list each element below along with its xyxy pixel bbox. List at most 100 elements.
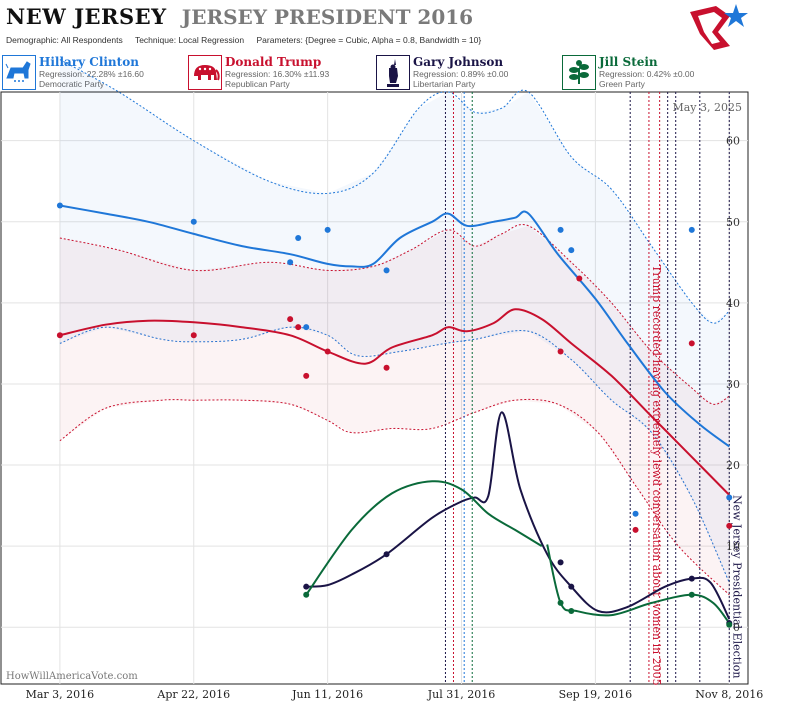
- technique-label: Technique:: [134, 35, 177, 45]
- poll-point: [576, 275, 583, 282]
- poll-point: [557, 599, 564, 606]
- legend-name: Jill Stein: [599, 55, 658, 69]
- poll-point: [383, 364, 390, 371]
- confidence-bands: [59, 59, 730, 596]
- legend-party: Democratic Party: [39, 79, 105, 89]
- y-tick-label: 40: [726, 297, 740, 310]
- legend-regression: Regression: 16.30% ±11.93: [225, 69, 330, 79]
- regression-lines: [59, 204, 731, 624]
- y-tick-label: 60: [726, 135, 740, 148]
- donkey-icon: [2, 55, 36, 90]
- poll-point: [688, 591, 695, 598]
- state-title: NEW JERSEY: [6, 4, 167, 29]
- regression-line: [305, 480, 543, 596]
- y-tick-label: 30: [726, 378, 740, 391]
- plant-icon: [562, 55, 596, 90]
- technique-info: Technique: Local Regression: [135, 35, 244, 45]
- x-tick-label: Jun 11, 2016: [291, 688, 363, 701]
- poll-point: [324, 348, 331, 355]
- legend-regression: Regression: 0.42% ±0.00: [599, 69, 695, 79]
- technique-value: Local Regression: [178, 35, 245, 45]
- poll-point: [557, 226, 564, 233]
- band-lower-line: [59, 398, 730, 596]
- parameters-row: Demographic: All Respondents Technique: …: [6, 35, 491, 45]
- poll-point: [688, 575, 695, 582]
- y-tick-label: 20: [726, 459, 740, 472]
- poll-point: [56, 332, 63, 339]
- poll-point: [190, 218, 197, 225]
- legend-trump[interactable]: Donald Trump Regression: 16.30% ±11.93 R…: [188, 55, 368, 91]
- x-tick-label: Sep 19, 2016: [559, 688, 633, 701]
- legend-stein[interactable]: Jill Stein Regression: 0.42% ±0.00 Green…: [562, 55, 742, 91]
- regression-line: [59, 204, 730, 448]
- poll-point: [726, 621, 733, 628]
- poll-point: [295, 234, 302, 241]
- parameters-value: {Degree = Cubic, Alpha = 0.8, Bandwidth …: [305, 35, 482, 45]
- regression-line: [59, 308, 731, 496]
- legend-name: Donald Trump: [225, 55, 322, 69]
- poll-point: [287, 316, 294, 323]
- poll-point: [726, 522, 733, 529]
- poll-point: [632, 510, 639, 517]
- legend-regression: Regression: 0.89% ±0.00: [413, 69, 509, 79]
- poll-point: [324, 226, 331, 233]
- demographic-value: All Respondents: [60, 35, 123, 45]
- axes: 0 10 20 30 40 50 60 Mar 3, 2016 Apr 22, 2016 Jun …: [26, 135, 764, 701]
- poll-point: [303, 372, 310, 379]
- plot-area: [0, 91, 749, 685]
- poll-point: [295, 324, 302, 331]
- poll-point: [190, 332, 197, 339]
- band-upper-line: [59, 59, 730, 324]
- poll-point: [632, 526, 639, 533]
- date-stamp: May 3, 2025: [672, 101, 742, 114]
- poll-point: [688, 226, 695, 233]
- poll-point: [383, 267, 390, 274]
- legend-name: Hillary Clinton: [39, 55, 139, 69]
- event-label: New Jersey Presidential Election: [730, 495, 743, 678]
- demographic-info: Demographic: All Respondents: [6, 35, 123, 45]
- race-title: JERSEY PRESIDENT 2016: [181, 5, 474, 29]
- x-tick-label: Nov 8, 2016: [695, 688, 763, 701]
- y-tick-label: 10: [726, 540, 740, 553]
- demographic-label: Demographic:: [6, 35, 59, 45]
- poll-point: [688, 340, 695, 347]
- event-lines: Trump recorded having extremely lewd con…: [444, 92, 743, 686]
- legend-regression: Regression: 22.28% ±16.60: [39, 69, 144, 79]
- x-tick-label: Apr 22, 2016: [156, 688, 230, 701]
- poll-point: [303, 591, 310, 598]
- confidence-band: [59, 225, 730, 595]
- confidence-band: [59, 59, 730, 583]
- poll-point: [383, 551, 390, 558]
- elephant-icon: [188, 55, 222, 90]
- x-tick-label: Jul 31, 2016: [427, 688, 496, 701]
- poll-point: [303, 583, 310, 590]
- poll-point: [568, 583, 575, 590]
- band-upper-line: [59, 224, 730, 405]
- y-tick-label: 50: [726, 216, 740, 229]
- poll-point: [568, 247, 575, 254]
- legend-party: Green Party: [599, 79, 645, 89]
- statue-of-liberty-icon: [376, 55, 410, 90]
- poll-point: [287, 259, 294, 266]
- parameters-info: Parameters: {Degree = Cubic, Alpha = 0.8…: [257, 35, 482, 45]
- poll-points: [56, 202, 733, 628]
- parameters-label: Parameters:: [256, 35, 303, 45]
- poll-point: [303, 324, 310, 331]
- event-label: Trump recorded having extremely lewd con…: [650, 265, 663, 686]
- band-lower-line: [59, 326, 730, 583]
- poll-point: [56, 202, 63, 209]
- poll-point: [557, 348, 564, 355]
- poll-point: [568, 608, 575, 615]
- legend-party: Libertarian Party: [413, 79, 476, 89]
- watermark: HowWillAmericaVote.com: [6, 671, 138, 682]
- y-tick-label: 0: [733, 621, 740, 634]
- page-title: NEW JERSEY JERSEY PRESIDENT 2016: [6, 4, 473, 29]
- poll-point: [557, 559, 564, 566]
- legend-name: Gary Johnson: [413, 55, 504, 69]
- poll-point: [726, 494, 733, 501]
- legend-clinton[interactable]: Hillary Clinton Regression: 22.28% ±16.6…: [2, 55, 182, 91]
- legend-party: Republican Party: [225, 79, 290, 89]
- site-logo-icon: [690, 4, 748, 50]
- legend-johnson[interactable]: Gary Johnson Regression: 0.89% ±0.00 Lib…: [376, 55, 556, 91]
